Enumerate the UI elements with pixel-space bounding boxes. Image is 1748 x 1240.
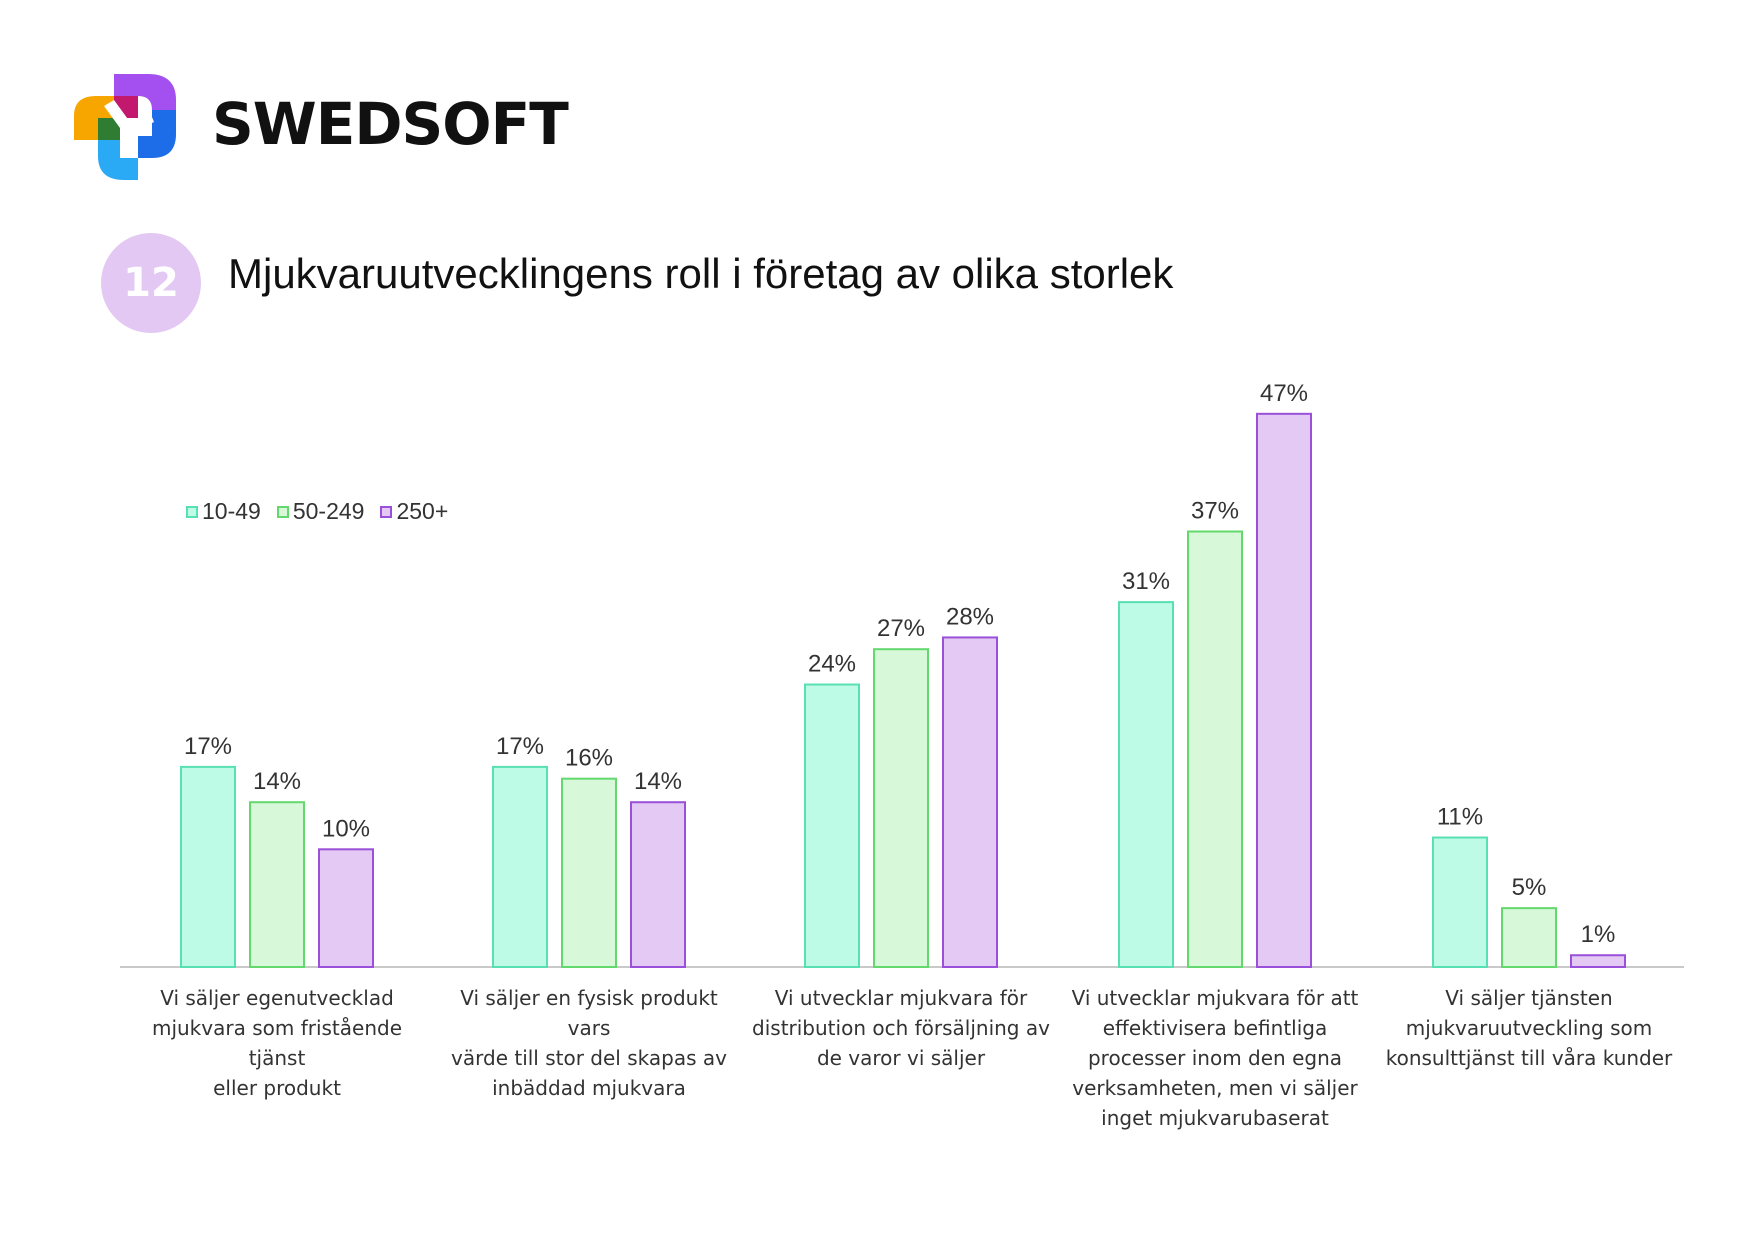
category-label-line: effektivisera befintliga — [1102, 1016, 1328, 1040]
data-label-50-249-cat-4: 37% — [1191, 498, 1239, 525]
data-label-10-49-cat-2: 17% — [496, 733, 544, 760]
category-label-1: Vi säljer egenutvecklad mjukvara som fris… — [127, 983, 427, 1103]
category-label-line: distribution och försäljning av — [752, 1016, 1050, 1040]
data-label-250-plus-cat-2: 14% — [634, 768, 682, 795]
bar-250-plus-cat-2 — [630, 801, 686, 968]
brand-name: SWEDSOFT — [212, 90, 569, 158]
data-label-10-49-cat-4: 31% — [1122, 568, 1170, 595]
data-label-10-49-cat-1: 17% — [184, 733, 232, 760]
category-label-line: konsulttjänst till våra kunder — [1385, 1046, 1673, 1070]
category-label-line: verksamheten, men vi säljer — [1072, 1076, 1358, 1100]
legend-item-250-plus: 250+ — [380, 498, 448, 525]
category-label-3: Vi utvecklar mjukvara för distribution oc… — [751, 983, 1051, 1073]
bar-50-249-cat-1 — [249, 801, 305, 968]
bar-10-49-cat-5 — [1432, 836, 1488, 969]
data-label-50-249-cat-3: 27% — [877, 615, 925, 642]
category-label-line: mjukvaruutveckling som — [1405, 1016, 1653, 1040]
data-label-10-49-cat-5: 11% — [1437, 804, 1483, 831]
bar-250-plus-cat-3 — [942, 636, 998, 968]
category-label-line: de varor vi säljer — [816, 1046, 986, 1070]
category-label-line: Vi säljer egenutvecklad — [160, 986, 394, 1010]
category-label-5: Vi säljer tjänsten mjukvaruutveckling som… — [1379, 983, 1679, 1073]
legend-label-10-49: 10-49 — [202, 498, 261, 524]
bar-50-249-cat-3 — [873, 648, 929, 969]
category-label-line: Vi säljer tjänsten — [1445, 986, 1613, 1010]
data-label-50-249-cat-5: 5% — [1512, 874, 1547, 901]
legend-item-10-49: 10-49 — [186, 498, 261, 525]
data-label-250-plus-cat-4: 47% — [1260, 380, 1308, 407]
bar-10-49-cat-2 — [492, 765, 548, 968]
chart-title: Mjukvaruutvecklingens roll i företag av … — [228, 250, 1174, 297]
legend-swatch-50-249 — [276, 505, 289, 518]
swedsoft-logo-icon — [74, 74, 176, 180]
legend-label-50-249: 50-249 — [292, 498, 365, 524]
category-label-line: värde till stor del skapas av — [451, 1046, 727, 1070]
category-label-line: processer inom den egna — [1087, 1046, 1342, 1070]
bar-10-49-cat-1 — [180, 765, 236, 968]
bar-50-249-cat-4 — [1187, 530, 1243, 968]
chart-legend: 10-49 50-249 250+ — [186, 498, 464, 525]
category-label-line: Vi utvecklar mjukvara för — [774, 986, 1028, 1010]
category-label-line: eller produkt — [213, 1076, 341, 1100]
bar-250-plus-cat-4 — [1256, 412, 1312, 968]
data-label-250-plus-cat-5: 1% — [1581, 921, 1616, 948]
category-label-line: mjukvara som fristående tjänst — [151, 1016, 403, 1070]
category-label-line: Vi säljer en fysisk produkt vars — [460, 986, 718, 1040]
category-label-line: inbäddad mjukvara — [492, 1076, 686, 1100]
bar-250-plus-cat-1 — [318, 848, 374, 968]
category-label-4: Vi utvecklar mjukvara för att effektivise… — [1065, 983, 1365, 1133]
bar-250-plus-cat-5 — [1570, 954, 1626, 968]
bar-10-49-cat-3 — [804, 683, 860, 969]
swedsoft-logo: SWEDSOFT — [74, 66, 569, 182]
legend-item-50-249: 50-249 — [276, 498, 365, 525]
category-label-line: inget mjukvarubaserat — [1101, 1106, 1329, 1130]
data-label-50-249-cat-1: 14% — [253, 768, 301, 795]
data-label-10-49-cat-3: 24% — [808, 651, 856, 678]
data-label-250-plus-cat-1: 10% — [322, 815, 370, 842]
category-label-2: Vi säljer en fysisk produkt vars värde ti… — [439, 983, 739, 1103]
data-label-250-plus-cat-3: 28% — [946, 603, 994, 630]
bar-50-249-cat-2 — [561, 777, 617, 968]
legend-swatch-250-plus — [380, 505, 393, 518]
data-label-50-249-cat-2: 16% — [565, 745, 613, 772]
bar-50-249-cat-5 — [1501, 907, 1557, 969]
legend-swatch-10-49 — [186, 505, 198, 518]
legend-label-250-plus: 250+ — [396, 498, 449, 524]
bar-10-49-cat-4 — [1118, 601, 1174, 968]
chart-number-badge: 12 — [101, 233, 201, 333]
category-label-line: Vi utvecklar mjukvara för att — [1071, 986, 1359, 1010]
